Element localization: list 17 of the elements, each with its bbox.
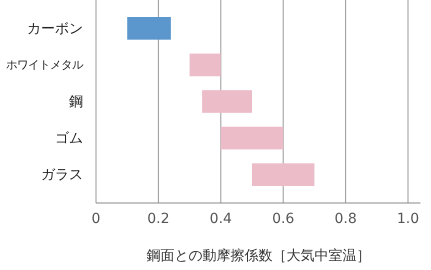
y-tick-label: ガラス: [41, 167, 83, 184]
x-tick-label: 0.6: [272, 210, 294, 227]
y-tick-label: ゴム: [55, 130, 83, 147]
y-tick-label: ホワイトメタル: [6, 58, 83, 72]
y-tick-label: 鋼: [69, 94, 83, 110]
x-tick-label: 0.4: [210, 210, 232, 227]
x-tick-label: 0.2: [147, 210, 170, 227]
y-tick-label: カーボン: [27, 20, 83, 37]
x-tick-label: 0.8: [334, 210, 357, 227]
x-tick-label: 0: [92, 210, 100, 227]
bar: [202, 90, 252, 113]
bar: [127, 17, 171, 40]
bar: [220, 126, 284, 150]
bar: [252, 163, 314, 186]
x-tick-label: 1.0: [396, 210, 420, 227]
bar: [190, 54, 221, 76]
x-axis-title: 鋼面との動摩擦係数［大気中室温］: [146, 248, 370, 264]
